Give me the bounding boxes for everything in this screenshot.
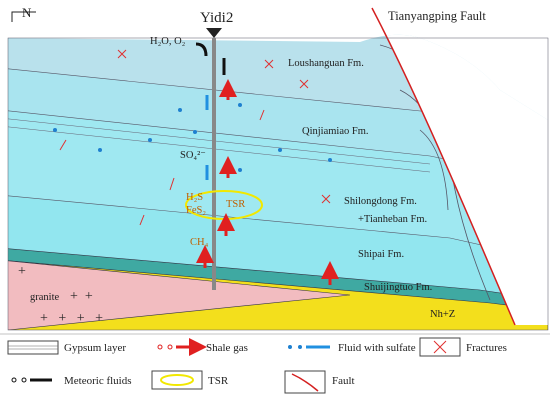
fault-line	[371, 7, 516, 326]
formation: Nh+Z	[430, 309, 455, 320]
meteoric-arrows	[195, 42, 226, 75]
formation: Qinjiamiao Fm.	[302, 126, 369, 137]
formation: granite	[30, 292, 59, 303]
legend-item: Fault	[332, 375, 355, 387]
north-label: N	[22, 5, 32, 20]
legend-item: TSR	[208, 375, 229, 387]
legend-item: Gypsum layer	[64, 342, 126, 354]
tsr-label: TSR	[226, 199, 245, 210]
legend-item: Fractures	[466, 342, 507, 354]
fault-name: Tianyangping Fault	[388, 9, 486, 23]
frame	[7, 37, 549, 331]
formation: Shilongdong Fm.	[344, 196, 417, 207]
well-name: Yidi2	[200, 10, 233, 26]
formation: +Tianheban Fm.	[358, 214, 427, 225]
legend-item: Meteoric fluids	[64, 375, 132, 387]
ch4-label: CH₄	[190, 237, 209, 248]
h2s-label: H₂S	[186, 192, 203, 203]
legend-item: Fluid with sulfate	[338, 342, 416, 354]
sulfate-label: SO₄²⁻	[180, 150, 206, 161]
sulfate-dots	[53, 103, 332, 172]
svg-text:+ + + +: + + + +	[40, 311, 103, 326]
surface-fluids: H₂O, O₂	[150, 36, 186, 47]
gas-arrows	[196, 79, 339, 285]
fes2-label: FeS₂	[186, 205, 206, 216]
legend-item: Shale gas	[206, 342, 248, 354]
svg-text:+ +: + +	[70, 289, 93, 304]
formation: Loushanguan Fm.	[288, 58, 364, 69]
fractures	[59, 49, 331, 226]
svg-text:+: +	[18, 264, 26, 279]
formation: Shipai Fm.	[358, 249, 404, 260]
formation: Shuijingtuo Fm.	[364, 282, 432, 293]
